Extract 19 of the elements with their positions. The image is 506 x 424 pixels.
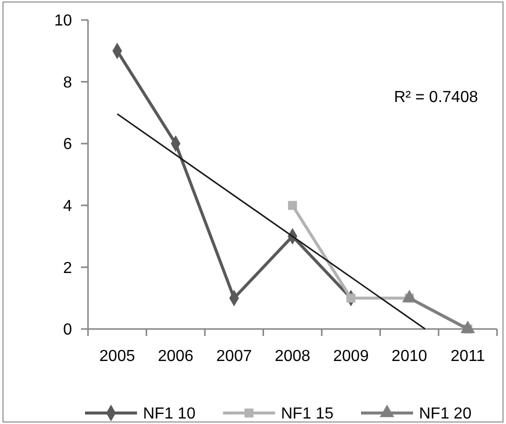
- legend-label: NF1 10: [143, 406, 196, 423]
- x-tick-label: 2007: [216, 348, 252, 365]
- x-tick-label: 2011: [450, 348, 486, 365]
- point: [288, 200, 297, 210]
- y-tick-label: 8: [63, 74, 72, 92]
- y-tick-label: 4: [63, 198, 72, 215]
- x-tick-label: 2006: [158, 348, 194, 365]
- point: [346, 294, 356, 303]
- y-tick-label: 2: [63, 260, 72, 277]
- annotation: R² = 0.7408: [394, 89, 478, 106]
- x-tick-label: 2009: [333, 348, 369, 365]
- legend-label: NF1 15: [281, 406, 334, 423]
- legend-label: NF1 20: [419, 406, 472, 423]
- y-tick-label: 6: [63, 136, 72, 154]
- x-tick-label: 2010: [392, 348, 428, 365]
- x-tick-label: 2008: [274, 348, 310, 365]
- y-tick-label: 0: [63, 322, 72, 339]
- y-tick-label: 10: [54, 12, 72, 30]
- x-tick-label: 2005: [99, 348, 136, 365]
